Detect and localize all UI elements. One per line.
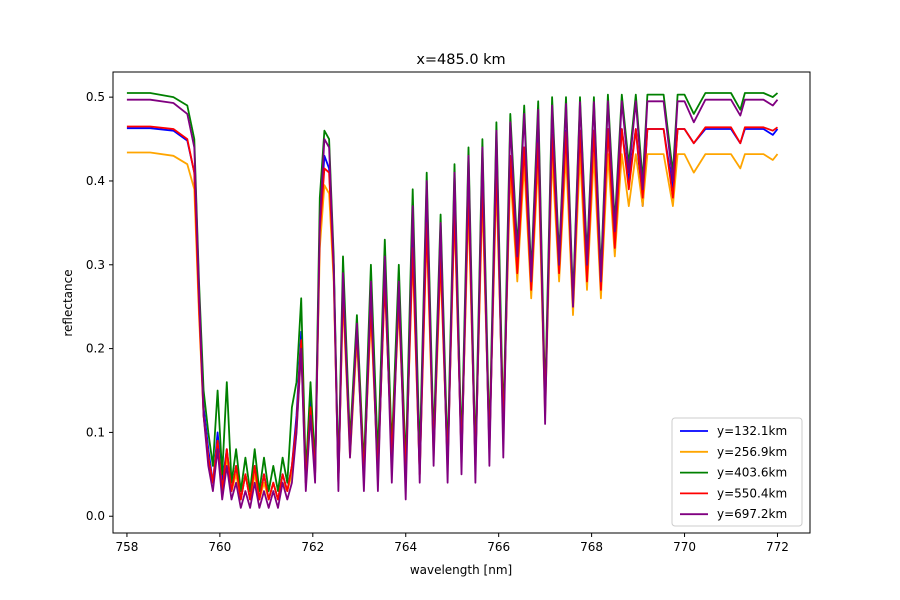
legend-label: y=697.2km [717,507,787,521]
series-line-3 [126,92,779,493]
legend-label: y=403.6km [717,466,787,480]
x-tick-label: 760 [208,540,231,554]
legend-frame [671,417,803,527]
legend-label: y=132.1km [717,424,787,438]
plot-frame [112,71,811,534]
x-axis: 758 760 762 764 766 768 770 772 [115,533,789,554]
y-axis: 0.0 0.1 0.2 0.3 0.4 0.5 [86,90,113,523]
series-group [126,92,779,509]
x-tick-label: 768 [580,540,603,554]
x-tick-label: 762 [301,540,324,554]
y-tick-label: 0.5 [86,90,105,104]
y-tick-label: 0.4 [86,174,105,188]
x-tick-label: 772 [766,540,789,554]
chart-title: x=485.0 km [416,52,505,68]
plot-area [112,71,811,534]
series-line-4 [126,125,779,501]
y-tick-label: 0.0 [86,509,105,523]
y-tick-label: 0.2 [86,342,105,356]
x-tick-label: 766 [487,540,510,554]
x-tick-label: 758 [115,540,138,554]
x-tick-label: 764 [394,540,417,554]
x-axis-label: wavelength [nm] [410,563,512,577]
legend-label: y=550.4km [717,486,787,500]
y-tick-label: 0.3 [86,258,105,272]
legend-items: y=132.1km y=256.9km y=403.6km y=550.4km y=69… [680,424,787,521]
series-line-5 [126,98,779,509]
y-axis-label: reflectance [61,269,75,336]
y-tick-label: 0.1 [86,425,105,439]
legend: y=132.1km y=256.9km y=403.6km y=550.4km y=69… [671,417,803,527]
x-tick-label: 770 [673,540,696,554]
legend-label: y=256.9km [717,445,787,459]
